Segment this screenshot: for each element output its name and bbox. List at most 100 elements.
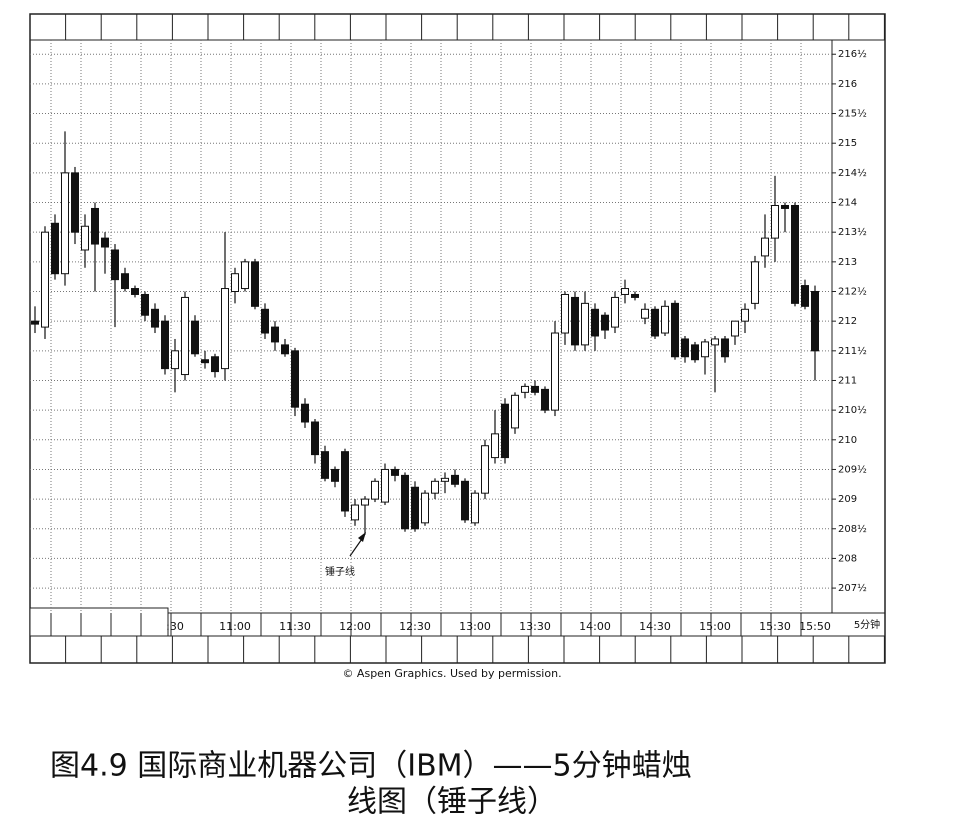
candle-body: [771, 204, 779, 239]
candle-body: [721, 338, 729, 358]
x-tick-label: 13:30: [519, 620, 551, 633]
candle-body: [471, 492, 479, 524]
x-tick-label: 14:00: [579, 620, 611, 633]
candle-body: [321, 451, 329, 479]
candle-body: [411, 486, 419, 530]
candle-body: [621, 288, 629, 295]
candle-body: [551, 332, 559, 411]
candle-body: [571, 296, 579, 346]
x-tick-label: 12:30: [399, 620, 431, 633]
y-tick-label: 210: [838, 435, 857, 446]
candle-body: [581, 302, 589, 346]
y-tick-label: 208: [838, 553, 857, 564]
candle-body: [261, 308, 269, 334]
candle-body: [171, 350, 179, 370]
y-tick-label: 216: [838, 79, 857, 90]
candle-body: [121, 273, 129, 290]
x-tick-label: 11:00: [219, 620, 251, 633]
arrow-head: [358, 532, 366, 542]
candle-body: [751, 261, 759, 304]
candle-body: [601, 314, 609, 331]
candle-body: [301, 403, 309, 423]
y-tick-label: 210½: [838, 404, 867, 416]
x-tick-label: 14:30: [639, 620, 671, 633]
candle-body: [641, 308, 649, 319]
y-tick-label: 211½: [838, 345, 867, 357]
y-tick-label: 208½: [838, 523, 867, 535]
candle-body: [761, 237, 769, 257]
x-tick-label: 15:00: [699, 620, 731, 633]
y-tick-label: 216½: [838, 48, 867, 60]
candle-body: [671, 302, 679, 358]
candle-body: [291, 350, 299, 408]
y-tick-label: 212: [838, 316, 857, 327]
caption: 线图（锤子线）: [347, 785, 557, 820]
candle-body: [801, 285, 809, 307]
y-tick-label: 214: [838, 198, 857, 209]
candle-body: [521, 385, 529, 393]
annotation: 锤子线: [325, 565, 355, 578]
candle-body: [591, 308, 599, 337]
candle-body: [101, 237, 109, 248]
y-tick-label: 215½: [838, 108, 867, 120]
credit: © Aspen Graphics. Used by permission.: [342, 667, 561, 680]
candle-body: [141, 293, 149, 316]
y-tick-label: 209½: [838, 463, 867, 475]
candle-body: [701, 341, 709, 358]
candle-body: [211, 356, 219, 373]
candle-body: [91, 207, 99, 245]
candle-body: [731, 320, 739, 337]
candle-body: [681, 338, 689, 358]
candle-body: [181, 296, 189, 376]
candle-body: [51, 222, 59, 275]
frame: [29, 13, 886, 664]
candle-body: [811, 291, 819, 352]
candle-body: [541, 388, 549, 411]
candle-body: [741, 308, 749, 322]
corner-box: [29, 607, 169, 637]
candle-body: [371, 480, 379, 500]
candle-body: [781, 204, 789, 209]
candle-body: [71, 172, 79, 233]
candle-body: [691, 344, 699, 361]
candle-body: [611, 296, 619, 328]
candle-body: [221, 288, 229, 370]
x-tick-label: 12:00: [339, 620, 371, 633]
candle-body: [461, 480, 469, 521]
candle-body: [501, 403, 509, 459]
caption: 图4.9 国际商业机器公司（IBM）——5分钟蜡烛: [50, 749, 692, 784]
y-tick-label: 215: [838, 138, 857, 149]
candle-body: [381, 468, 389, 503]
candle-body: [481, 445, 489, 494]
candle-body: [151, 308, 159, 328]
candle-body: [191, 320, 199, 355]
candle-body: [791, 204, 799, 304]
candle-body: [131, 288, 139, 295]
candle-body: [531, 385, 539, 393]
candle-body: [491, 433, 499, 459]
candle-body: [631, 293, 639, 298]
candle-body: [241, 261, 249, 290]
candle-body: [651, 308, 659, 337]
candle-body: [111, 249, 119, 281]
x-tick-label: 13:00: [459, 620, 491, 633]
candle-body: [711, 338, 719, 346]
candle-body: [341, 451, 349, 512]
candle-body: [661, 305, 669, 334]
candle-body: [231, 273, 239, 293]
candle-body: [251, 261, 259, 307]
x-tick-label: 15:30: [759, 620, 791, 633]
candle-body: [401, 474, 409, 530]
candle-body: [441, 477, 449, 482]
x-tick-label: :30: [166, 620, 184, 633]
candle-body: [431, 480, 439, 494]
x-tick-label: 15:50: [799, 620, 831, 633]
candle-body: [331, 468, 339, 482]
candle-body: [161, 320, 169, 370]
candle-body: [511, 394, 519, 429]
candle-body: [61, 172, 69, 275]
candle-body: [561, 293, 569, 334]
y-tick-label: 209: [838, 494, 857, 505]
